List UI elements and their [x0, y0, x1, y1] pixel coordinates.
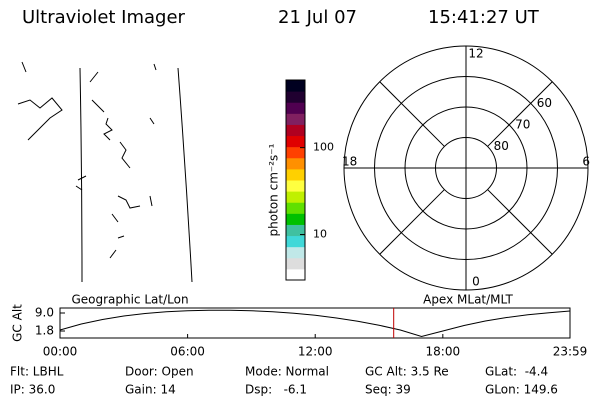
- colorbar-swatch: [286, 113, 305, 125]
- x-tick-label: 23:59: [553, 345, 588, 359]
- info-field: Seq: 39: [365, 383, 411, 397]
- colorbar-swatch: [286, 168, 305, 181]
- plot-frame: [59, 307, 571, 339]
- polar-spoke: [487, 189, 553, 255]
- polar-ring-label: 70: [515, 117, 530, 131]
- info-field: Dsp: -6.1: [245, 383, 307, 397]
- info-field: GC Alt: 3.5 Re: [365, 365, 449, 379]
- title: Ultraviolet Imager: [22, 7, 186, 28]
- date: 21 Jul 07: [278, 7, 357, 28]
- polar-spoke: [379, 189, 445, 255]
- x-tick-label: 18:00: [426, 345, 461, 359]
- polar-spoke: [487, 81, 553, 147]
- polar-mlt-label: 12: [468, 47, 483, 61]
- info-field: Mode: Normal: [245, 365, 329, 379]
- colorbar-swatch: [286, 124, 305, 137]
- info-field: Flt: LBHL: [10, 365, 64, 379]
- x-tick-label: 06:00: [170, 345, 205, 359]
- polar-mlt-label: 0: [472, 275, 480, 289]
- y-axis-label: GC Alt: [11, 304, 25, 342]
- colorbar-label: photon cm⁻²s⁻¹: [267, 143, 281, 236]
- geographic-map: [17, 61, 193, 283]
- info-field: IP: 36.0: [10, 383, 55, 397]
- colorbar-swatch: [286, 191, 305, 203]
- colorbar-frame: [285, 79, 306, 281]
- colorbar-swatch: [286, 246, 305, 259]
- x-tick-label: 00:00: [43, 345, 78, 359]
- polar-mlt-label: 18: [342, 155, 357, 169]
- polar-ring-label: 80: [494, 139, 509, 153]
- panel-label: Geographic Lat/Lon: [71, 293, 188, 307]
- colorbar-swatch: [286, 224, 305, 237]
- polar-mlt-label: 6: [582, 155, 590, 169]
- colorbar-swatch: [286, 257, 305, 270]
- info-field: GLat: -4.4: [485, 365, 548, 379]
- info-field: Door: Open: [125, 365, 194, 379]
- x-tick-label: 12:00: [298, 345, 333, 359]
- polar-ring-label: 60: [537, 96, 552, 110]
- colorbar-tick-label: 10: [313, 228, 327, 241]
- panel-label: Apex MLat/MLT: [423, 293, 513, 307]
- info-field: Gain: 14: [125, 383, 176, 397]
- colorbar-swatch: [286, 102, 305, 114]
- colorbar-swatch: [286, 213, 305, 225]
- colorbar-swatch: [286, 80, 305, 92]
- colorbar-swatch: [286, 202, 305, 214]
- polar-spoke: [379, 81, 445, 147]
- colorbar-tick-label: 100: [313, 141, 334, 154]
- colorbar-swatch: [286, 268, 305, 281]
- colorbar-swatch: [286, 180, 305, 192]
- colorbar-swatch: [286, 235, 305, 248]
- colorbar-swatch: [286, 157, 305, 170]
- y-tick-label: 9.0: [35, 306, 54, 320]
- colorbar-swatch: [286, 91, 305, 103]
- y-tick-label: 1.8: [35, 324, 54, 338]
- colorbar-swatch: [286, 146, 305, 159]
- colorbar-swatch: [286, 135, 305, 148]
- altitude-line: [59, 309, 571, 338]
- info-field: GLon: 149.6: [485, 383, 558, 397]
- time: 15:41:27 UT: [428, 7, 540, 28]
